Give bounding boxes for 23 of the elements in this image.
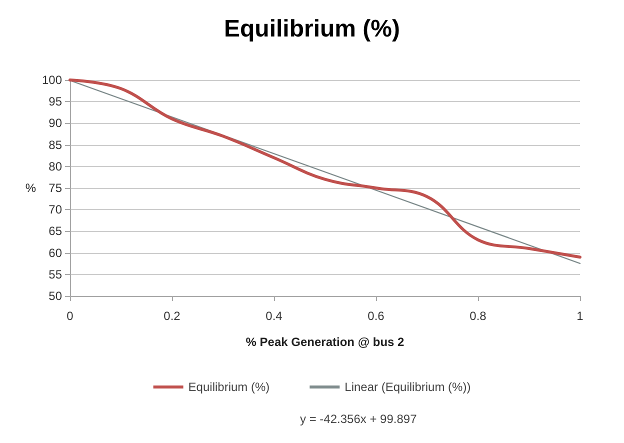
x-axis-title: % Peak Generation @ bus 2 <box>246 335 405 349</box>
x-tick-label: 0.2 <box>164 309 181 323</box>
x-tick-label: 0.8 <box>470 309 487 323</box>
legend-label: Equilibrium (%) <box>188 380 270 394</box>
y-axis-title: % <box>25 181 36 195</box>
y-tick-label: 85 <box>48 138 62 152</box>
x-tick-label: 0.6 <box>368 309 385 323</box>
text: y = -42.356x + 99.897 <box>300 412 418 426</box>
y-tick-label: 100 <box>42 73 62 87</box>
y-tick-label: 80 <box>48 159 62 174</box>
y-tick-label: 90 <box>48 116 62 130</box>
y-tick-label: 50 <box>48 289 62 303</box>
y-tick-label: 60 <box>48 246 62 260</box>
y-tick-label: 55 <box>48 267 62 282</box>
y-tick-label: 70 <box>48 202 62 217</box>
x-tick-label: 1 <box>576 309 584 323</box>
y-tick-label: 65 <box>48 224 62 238</box>
legend-label: Linear (Equilibrium (%)) <box>344 380 471 394</box>
x-tick-label: 0 <box>66 309 74 323</box>
chart-title: Equilibrium (%) <box>224 16 400 42</box>
x-tick-label: 0.4 <box>266 309 283 323</box>
y-tick-label: 75 <box>48 181 62 195</box>
y-tick-label: 95 <box>48 94 62 109</box>
